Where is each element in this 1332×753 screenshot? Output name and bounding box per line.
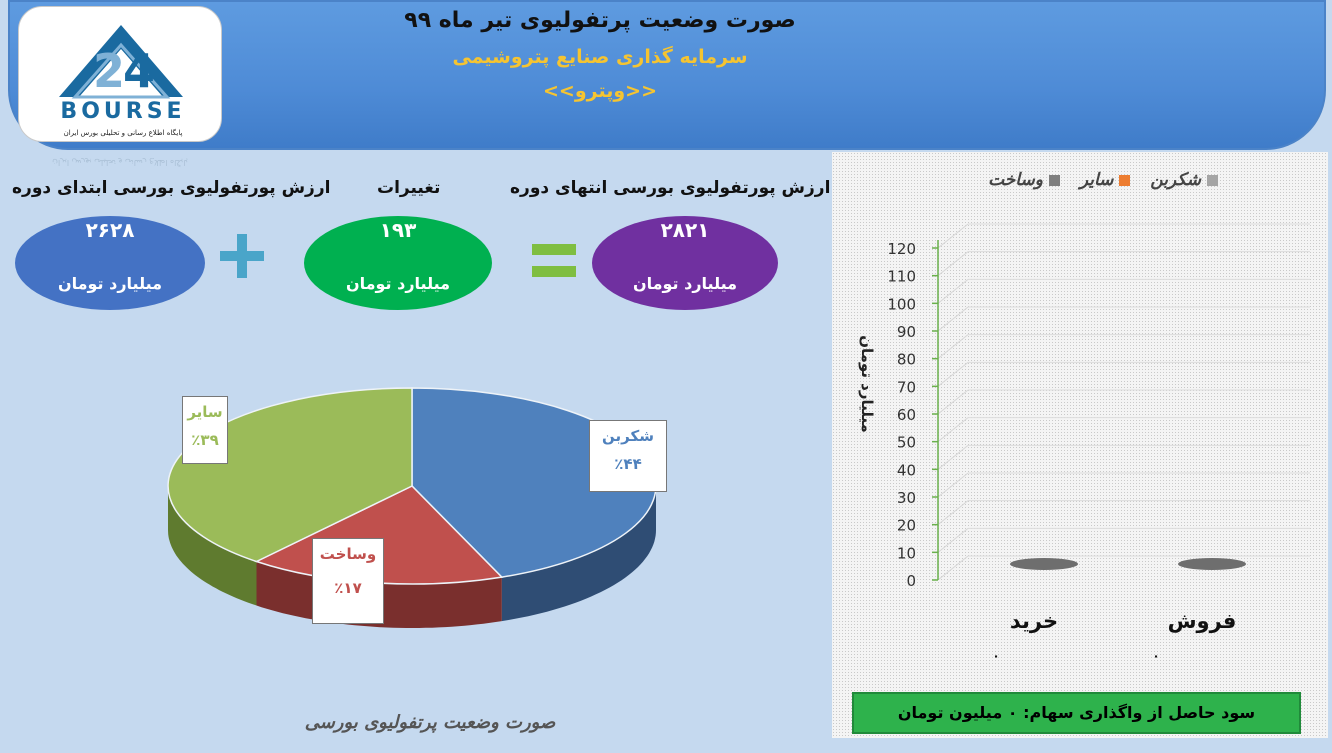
ticker-name: <<وپترو>>	[542, 80, 658, 102]
legend-item-shekarbon: شکربن	[1150, 170, 1218, 190]
x-category-label-0: خرید	[1010, 609, 1058, 633]
pie-chart-title: صورت وضعیت پرتفولیوی بورسی	[304, 712, 556, 733]
y-tick-7: 70	[897, 378, 916, 396]
pie-label-shekarbon: شکربن ٪۴۴	[589, 420, 667, 492]
page-title: صورت وضعیت پرتفولیوی تیر ماه ۹۹	[404, 8, 796, 33]
legend-swatch-vasakht	[1048, 174, 1060, 186]
bar-base-1	[1178, 558, 1246, 570]
end-value: ۲۸۲۱	[660, 218, 710, 242]
gridline-side-7	[937, 361, 969, 387]
pie-label-vasakht: وساخت ٪۱۷	[312, 538, 384, 624]
gridline-side-4	[937, 444, 969, 470]
logo-mark-icon: 2 4	[59, 25, 183, 99]
legend-item-other: سایر	[1080, 170, 1131, 190]
gridline-side-2	[937, 500, 969, 526]
bar-base-0	[1010, 558, 1078, 570]
profit-banner: سود حاصل از واگذاری سهام: ۰ میلیون تومان	[852, 692, 1301, 734]
x-category-value-1: ۰	[1152, 649, 1159, 663]
pie-label-vasakht-name: وساخت	[319, 545, 377, 563]
y-tick-10: 100	[887, 295, 916, 313]
legend-item-vasakht: وساخت	[988, 170, 1060, 190]
svg-text:4: 4	[123, 44, 155, 98]
gridline-side-6	[937, 389, 969, 415]
pie-label-shekarbon-pct: ٪۴۴	[614, 455, 642, 473]
x-category-value-0: ۰	[992, 649, 999, 663]
end-unit: میلیارد تومان	[632, 274, 738, 293]
y-tick-0: 0	[906, 572, 916, 590]
y-tick-1: 10	[897, 544, 916, 562]
start-value: ۲۶۲۸	[85, 218, 135, 242]
pie-label-shekarbon-name: شکربن	[602, 427, 654, 445]
gridline-side-11	[937, 251, 969, 277]
x-category-label-1: فروش	[1168, 609, 1237, 633]
pie-side-2	[168, 486, 257, 606]
y-tick-11: 110	[887, 268, 916, 286]
end-label: ارزش پورتفولیوی بورسی انتهای دوره	[510, 178, 831, 198]
gridline-side-10	[937, 278, 969, 304]
bar-chart-legend: شکربن سایر وساخت	[958, 170, 1218, 190]
y-tick-2: 20	[897, 517, 916, 535]
start-value-ellipse: ۲۶۲۸ میلیارد تومان	[15, 216, 205, 310]
y-axis-label: میلیارد تومان	[858, 335, 876, 433]
gridline-side-1	[937, 527, 969, 553]
change-unit: میلیارد تومان	[345, 274, 451, 293]
end-value-ellipse: ۲۸۲۱ میلیارد تومان	[592, 216, 778, 310]
y-tick-9: 90	[897, 323, 916, 341]
equals-icon	[532, 244, 576, 278]
gridline-side-5	[937, 417, 969, 443]
gridline-side-12	[937, 223, 969, 249]
legend-swatch-other	[1119, 174, 1131, 186]
legend-label-vasakht: وساخت	[988, 170, 1043, 190]
y-tick-6: 60	[897, 406, 916, 424]
portfolio-pie-chart	[167, 387, 657, 628]
change-value: ۱۹۳	[379, 218, 417, 242]
header-banner: صورت وضعیت پرتفولیوی تیر ماه ۹۹ سرمایه گ…	[8, 0, 1326, 150]
pie-label-other-pct: ٪۳۹	[191, 431, 219, 449]
gridline-side-3	[937, 472, 969, 498]
pie-label-other: سایر ٪۳۹	[182, 396, 228, 464]
legend-label-shekarbon: شکربن	[1150, 170, 1201, 190]
gridline-side-9	[937, 306, 969, 332]
pie-side-0	[501, 486, 656, 622]
y-tick-8: 80	[897, 351, 916, 369]
start-label: ارزش پورتفولیوی بورسی ابتدای دوره	[12, 178, 331, 198]
logo-tagline: پایگاه اطلاع رسانی و تحلیلی بورس ایران	[63, 129, 183, 137]
company-name: سرمایه گذاری صنایع پتروشیمی	[452, 46, 748, 68]
change-label: تغییرات	[377, 178, 441, 198]
svg-text:2: 2	[93, 44, 125, 98]
pie-label-other-name: سایر	[187, 403, 223, 421]
logo-wordmark: BOURSE	[60, 99, 186, 124]
buy-sell-bar-chart: 0 10 20 30 40 50 60 70 80 90 100 110 120 میلیارد توما…	[858, 223, 1310, 663]
logo: 2 4 BOURSE پایگاه اطلاع رسانی و تحلیلی ب…	[18, 6, 222, 142]
y-tick-3: 30	[897, 489, 916, 507]
gridline-side-0	[937, 555, 969, 581]
gridline-side-8	[937, 334, 969, 360]
logo-reflection: پایگاه اطلاع رسانی و تحلیلی بورس ایران	[52, 158, 188, 167]
legend-swatch-shekarbon	[1207, 174, 1218, 186]
start-unit: میلیارد تومان	[57, 274, 163, 293]
plus-icon	[220, 234, 264, 278]
pie-label-vasakht-pct: ٪۱۷	[334, 579, 362, 597]
y-tick-5: 50	[897, 434, 916, 452]
y-tick-4: 40	[897, 461, 916, 479]
legend-label-other: سایر	[1079, 170, 1114, 190]
change-value-ellipse: ۱۹۳ میلیارد تومان	[304, 216, 492, 310]
y-tick-12: 120	[887, 240, 916, 258]
